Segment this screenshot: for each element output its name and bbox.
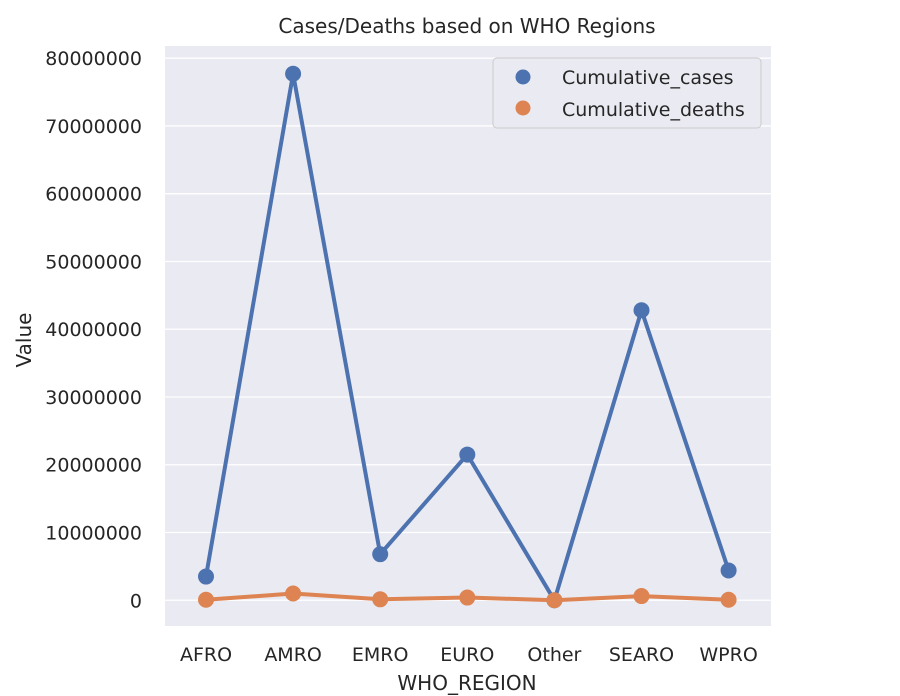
data-point-cumulative-deaths — [285, 585, 302, 602]
data-point-cumulative-deaths — [459, 589, 476, 606]
data-point-cumulative-deaths — [546, 592, 563, 609]
legend: Cumulative_cases Cumulative_deaths — [492, 57, 762, 129]
grid-lines — [165, 57, 771, 601]
y-axis-label: Value — [12, 313, 36, 368]
x-tick-label: WPRO — [699, 644, 757, 666]
data-point-cumulative-cases — [633, 302, 650, 319]
y-tick-label: 70000000 — [45, 116, 142, 138]
data-point-cumulative-cases — [285, 65, 302, 82]
y-tick-label: 20000000 — [45, 455, 142, 477]
data-point-cumulative-deaths — [633, 588, 650, 605]
data-point-cumulative-cases — [459, 446, 476, 463]
y-tick-label: 80000000 — [45, 48, 142, 70]
data-point-cumulative-deaths — [198, 591, 214, 608]
legend-label-cumulative-deaths: Cumulative_deaths — [562, 99, 745, 121]
y-tick-label: 30000000 — [45, 387, 142, 409]
chart-title: Cases/Deaths based on WHO Regions — [278, 14, 655, 38]
data-point-cumulative-cases — [198, 568, 214, 585]
legend-marker-cumulative-deaths — [515, 100, 531, 116]
data-point-cumulative-cases — [720, 562, 737, 579]
y-tick-label: 50000000 — [45, 251, 142, 273]
y-tick-label: 40000000 — [45, 319, 142, 341]
plot-background — [165, 46, 771, 626]
legend-marker-cumulative-cases — [515, 69, 531, 85]
y-tick-label: 60000000 — [45, 184, 142, 206]
x-tick-label: AFRO — [180, 644, 232, 666]
x-tick-label: SEARO — [609, 644, 674, 666]
x-tick-label: AMRO — [264, 644, 322, 666]
data-point-cumulative-deaths — [720, 591, 737, 608]
x-tick-labels: AFRO AMRO EMRO EURO Other SEARO WPRO — [180, 644, 758, 666]
y-tick-label: 0 — [130, 590, 142, 612]
series-layer — [198, 65, 737, 609]
legend-frame — [492, 57, 762, 129]
x-tick-label: EMRO — [352, 644, 409, 666]
legend-label-cumulative-cases: Cumulative_cases — [562, 67, 734, 89]
y-tick-label: 10000000 — [45, 522, 142, 544]
x-tick-label: Other — [527, 644, 581, 666]
data-point-cumulative-cases — [372, 546, 389, 563]
x-axis-label: WHO_REGION — [397, 671, 536, 695]
y-tick-labels: 0 10000000 20000000 30000000 40000000 5000000… — [45, 48, 142, 612]
x-tick-label: EURO — [440, 644, 494, 666]
data-point-cumulative-deaths — [372, 591, 389, 608]
